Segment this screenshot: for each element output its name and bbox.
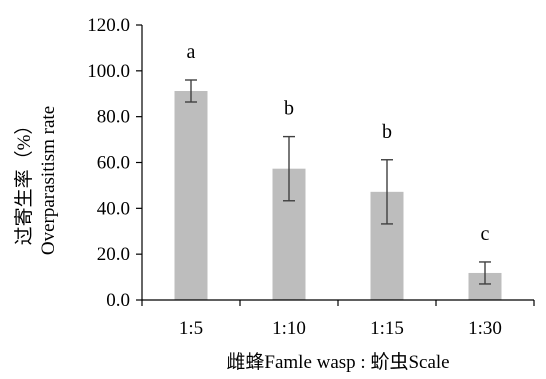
significance-label: b (382, 121, 392, 143)
y-tick-label: 80.0 (97, 107, 130, 128)
bar (174, 91, 208, 300)
y-axis-title-chinese: 过寄生率（%） (13, 116, 35, 246)
x-axis-ticks: 1:5 1:10 1:15 1:30 (141, 300, 535, 339)
y-tick-label: 20.0 (97, 244, 130, 265)
significance-label: c (481, 223, 490, 245)
x-tick-label: 1:30 (468, 318, 502, 339)
y-tick-label: 40.0 (97, 198, 130, 219)
y-tick-label: 120.0 (87, 15, 130, 36)
bars-group (174, 91, 502, 300)
x-tick-label: 1:15 (370, 318, 404, 339)
y-tick-label: 100.0 (87, 61, 130, 82)
x-tick-label: 1:5 (179, 318, 203, 339)
y-axis-title-english: Overparasitism rate (38, 106, 59, 255)
significance-label: a (187, 41, 196, 63)
y-axis-ticks: 0.0 20.0 40.0 60.0 80.0 100.0 120.0 (87, 15, 142, 311)
significance-label: b (284, 98, 294, 120)
y-tick-label: 60.0 (97, 153, 130, 174)
x-tick-label: 1:10 (272, 318, 306, 339)
error-bars-group (185, 79, 491, 285)
significance-labels-group: a b b c (187, 41, 490, 245)
x-axis-title: 雌蜂Famle wasp : 蚧虫Scale (226, 351, 449, 373)
y-tick-label: 0.0 (106, 290, 130, 311)
